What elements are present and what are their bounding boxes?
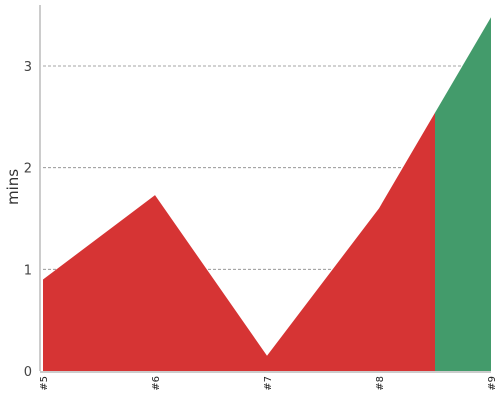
y-tick-labels: 0 1 2 3 [24,60,32,380]
area-after-threshold [435,17,491,371]
y-tick-label: 1 [24,263,32,278]
x-tick-label: #5 [39,376,50,391]
x-tick-labels: #5 #6 #7 #8 #9 [39,376,498,391]
axes [39,5,491,373]
y-axis-label: mins [4,169,22,205]
x-tick-label: #6 [151,376,162,391]
y-tick-label: 0 [24,365,32,380]
area-before-threshold [43,112,435,372]
y-tick-label: 3 [24,60,32,75]
y-tick-label: 2 [24,162,32,177]
x-tick-label: #9 [487,376,498,391]
area-series [43,17,491,372]
x-tick-label: #8 [375,376,386,391]
x-tick-label: #7 [263,376,274,391]
